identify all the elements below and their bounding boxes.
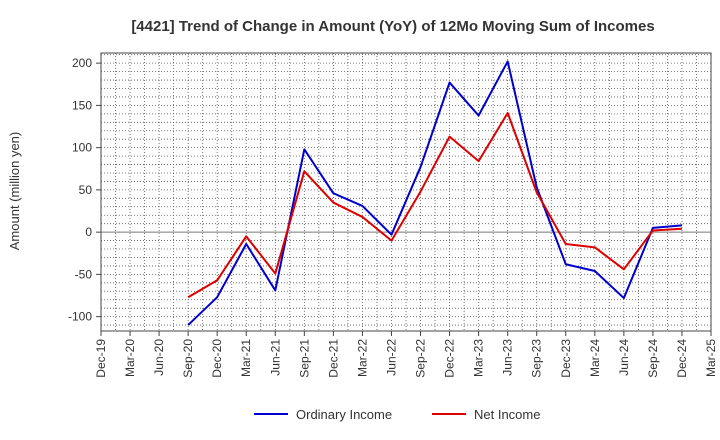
series-line-net-income	[187, 111, 683, 299]
y-tick-label: 100	[72, 141, 92, 155]
y-tick-label: 150	[72, 98, 92, 112]
y-tick-label: -50	[75, 267, 93, 281]
x-tick-label: Mar-22	[355, 339, 369, 377]
x-tick-label: Mar-24	[588, 339, 602, 377]
y-axis-label: Amount (million yen)	[7, 132, 22, 251]
x-tick-label: Mar-25	[704, 339, 718, 377]
legend: Ordinary Income Net Income	[254, 407, 540, 422]
x-tick-label: Sep-22	[414, 339, 428, 378]
y-tick-label: 50	[79, 183, 93, 197]
x-tick-label: Jun-23	[501, 339, 515, 376]
x-tick-label: Dec-24	[675, 339, 689, 378]
x-tick-label: Sep-24	[646, 339, 660, 378]
x-tick-label: Sep-20	[181, 339, 195, 378]
x-tick-label: Sep-21	[297, 339, 311, 378]
x-tick-label: Jun-20	[152, 339, 166, 376]
x-tick-label: Dec-20	[210, 339, 224, 378]
y-tick-label: -100	[68, 310, 92, 324]
x-tick-label: Jun-21	[268, 339, 282, 376]
plot-area: -100 -50 0 50 100 150 200 Dec-19 Mar-20 Jun-20 Sep…	[68, 52, 718, 378]
x-tick-label: Dec-19	[94, 339, 108, 378]
x-tick-label: Mar-21	[239, 339, 253, 377]
x-tick-label: Dec-21	[326, 339, 340, 378]
legend-label: Ordinary Income	[296, 407, 392, 422]
x-tick-label: Mar-23	[472, 339, 486, 377]
x-tick-label: Jun-22	[384, 339, 398, 376]
legend-label: Net Income	[474, 407, 540, 422]
y-tick-label: 0	[85, 225, 92, 239]
x-tick-label: Dec-23	[559, 339, 573, 378]
chart-title: [4421] Trend of Change in Amount (YoY) o…	[131, 18, 654, 35]
x-tick-label: Sep-23	[530, 339, 544, 378]
x-tick-label: Mar-20	[123, 339, 137, 377]
x-tick-label: Dec-22	[443, 339, 457, 378]
y-tick-label: 200	[72, 56, 92, 70]
series-line-ordinary-income	[187, 60, 683, 326]
x-tick-label: Jun-24	[617, 339, 631, 376]
